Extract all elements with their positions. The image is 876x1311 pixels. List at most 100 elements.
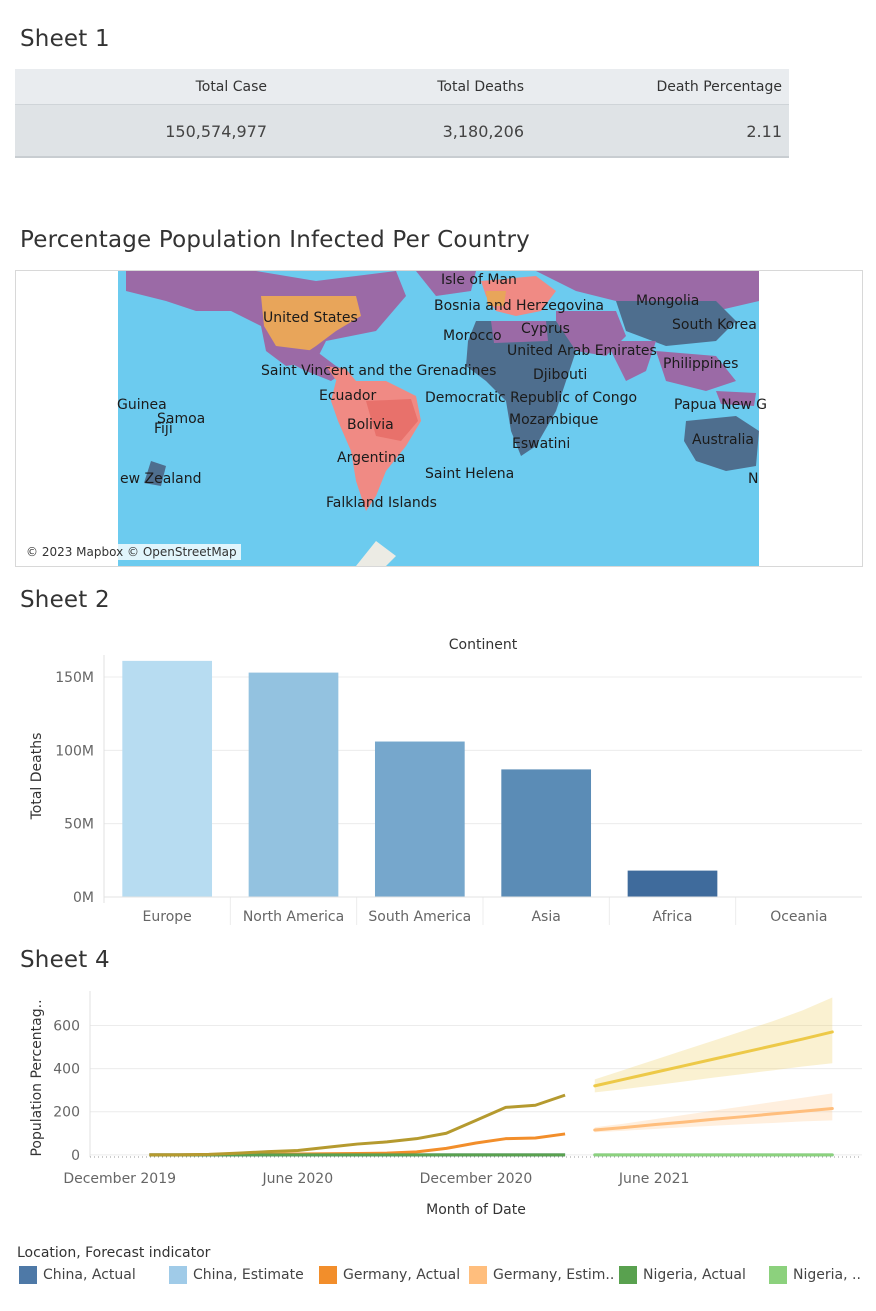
map-label-ecuador: Ecuador <box>319 388 377 404</box>
value-death-percentage: 2.11 <box>746 122 782 141</box>
x-tick-label: June 2020 <box>262 1171 334 1187</box>
central-america-region[interactable] <box>326 366 356 383</box>
legend-item[interactable]: Germany, Actual <box>319 1266 460 1284</box>
map-label-guinea: Guinea <box>117 397 167 413</box>
australia-region[interactable] <box>684 416 759 471</box>
summary-header-row: Total Case Total Deaths Death Percentage <box>15 69 789 105</box>
papua-region[interactable] <box>716 391 756 406</box>
header-total-case[interactable]: Total Case <box>195 79 267 95</box>
map-label-papua-new-guinea: Papua New G <box>674 397 768 413</box>
summary-value-row: 150,574,977 3,180,206 2.11 <box>15 105 789 158</box>
legend-swatch <box>169 1266 187 1284</box>
summary-table: Total Case Total Deaths Death Percentage… <box>15 69 789 158</box>
bar-asia[interactable] <box>501 769 592 897</box>
x-tick-label: North America <box>243 909 344 925</box>
bar-europe[interactable] <box>122 660 213 897</box>
bar-chart[interactable]: Continent 150M 100M 50M 0M Total Deaths Europe… <box>0 625 876 925</box>
line-chart[interactable]: 600 400 200 0 Population Percentag.. December… <box>0 985 876 1225</box>
y-tick-label: 150M <box>55 670 94 686</box>
y-tick-label: 0 <box>71 1148 80 1164</box>
map-label-united-states: United States <box>263 310 358 326</box>
brazil-region[interactable] <box>366 399 418 441</box>
bar-africa[interactable] <box>627 870 718 897</box>
y-tick-label: 0M <box>73 890 94 906</box>
mexico-region[interactable] <box>276 346 346 381</box>
map-label-saint-helena: Saint Helena <box>425 466 515 482</box>
forecast-band <box>594 1093 833 1133</box>
legend-item[interactable]: China, Estimate <box>169 1266 304 1284</box>
chart-title: Continent <box>449 637 518 653</box>
legend-item[interactable]: China, Actual <box>19 1266 136 1284</box>
map-label-saint-vincent: Saint Vincent and the Grenadines <box>261 363 497 379</box>
map-label-cyprus: Cyprus <box>521 321 570 337</box>
map-label-philippines: Philippines <box>663 356 739 372</box>
legend-title: Location, Forecast indicator <box>17 1245 211 1261</box>
forecast-line[interactable] <box>593 1106 834 1132</box>
value-total-case: 150,574,977 <box>165 122 267 141</box>
legend-swatch <box>19 1266 37 1284</box>
india-region[interactable] <box>606 341 656 381</box>
antarctica-region <box>356 541 396 566</box>
legend-swatch <box>769 1266 787 1284</box>
x-axis-title: Month of Date <box>426 1202 526 1218</box>
sheet1-title: Sheet 1 <box>20 26 110 52</box>
bar-north-america[interactable] <box>248 672 339 897</box>
legend-swatch <box>469 1266 487 1284</box>
map-title: Percentage Population Infected Per Count… <box>20 227 530 253</box>
header-total-deaths[interactable]: Total Deaths <box>437 79 524 95</box>
map-label-bosnia: Bosnia and Herzegovina <box>434 298 604 314</box>
map-attribution[interactable]: © 2023 Mapbox © OpenStreetMap <box>22 544 241 560</box>
map-label-falkland: Falkland Islands <box>326 495 437 511</box>
north-africa-region[interactable] <box>491 321 548 343</box>
x-tick-label: Europe <box>143 909 192 925</box>
y-tick-label: 600 <box>53 1018 80 1034</box>
x-tick-label: December 2019 <box>63 1171 176 1187</box>
map-label-isle-of-man: Isle of Man <box>441 272 517 288</box>
map-label-australia: Australia <box>692 432 754 448</box>
china-region[interactable] <box>616 301 736 346</box>
map-label-djibouti: Djibouti <box>533 367 588 383</box>
map-label-bolivia: Bolivia <box>347 417 394 433</box>
legend-item[interactable]: Nigeria, Actual <box>619 1266 746 1284</box>
series-line[interactable] <box>149 1093 566 1157</box>
forecast-band <box>594 997 833 1093</box>
world-map[interactable]: Isle of Man Bosnia and Herzegovina Mongo… <box>15 270 863 567</box>
map-label-drc: Democratic Republic of Congo <box>425 390 638 406</box>
map-label-fiji: Fiji <box>154 421 173 437</box>
southeast-asia-region[interactable] <box>656 351 736 391</box>
legend-item[interactable]: Germany, Estim.. <box>469 1266 614 1284</box>
usa-region[interactable] <box>261 296 361 356</box>
legend-swatch <box>319 1266 337 1284</box>
map-label-mongolia: Mongolia <box>636 293 700 309</box>
legend-item[interactable]: Nigeria, .. <box>769 1266 861 1284</box>
map-label-samoa: Samoa <box>157 411 206 427</box>
x-tick-label: Asia <box>531 909 560 925</box>
legend-label: Germany, Actual <box>343 1267 461 1283</box>
sheet4-title: Sheet 4 <box>20 947 110 973</box>
legend-label: Nigeria, .. <box>793 1267 861 1283</box>
map-canvas[interactable] <box>16 271 862 566</box>
legend-label: China, Estimate <box>193 1267 304 1283</box>
x-tick-label: South America <box>368 909 471 925</box>
western-europe-region[interactable] <box>486 291 506 306</box>
y-axis-title: Population Percentag.. <box>29 999 45 1156</box>
map-label-mozambique: Mozambique <box>509 412 599 428</box>
x-tick-label: Africa <box>653 909 693 925</box>
header-death-percentage[interactable]: Death Percentage <box>656 79 782 95</box>
map-label-uae: United Arab Emirates <box>507 343 657 359</box>
map-label-south-korea: South Korea <box>672 317 757 333</box>
africa-region[interactable] <box>466 321 576 456</box>
legend-label: Nigeria, Actual <box>643 1267 746 1283</box>
x-tick-label: June 2021 <box>618 1171 690 1187</box>
value-total-deaths: 3,180,206 <box>442 122 524 141</box>
x-tick-label: Oceania <box>770 909 827 925</box>
x-tick-label: December 2020 <box>420 1171 533 1187</box>
map-label-morocco: Morocco <box>443 328 502 344</box>
bar-south-america[interactable] <box>374 741 465 897</box>
greenland-region[interactable] <box>416 271 476 296</box>
map-label-new-zealand: ew Zealand <box>120 471 202 487</box>
y-tick-label: 100M <box>55 743 94 759</box>
new-zealand-region[interactable] <box>144 461 166 486</box>
map-label-argentina: Argentina <box>337 450 406 466</box>
forecast-line[interactable] <box>593 1030 834 1088</box>
